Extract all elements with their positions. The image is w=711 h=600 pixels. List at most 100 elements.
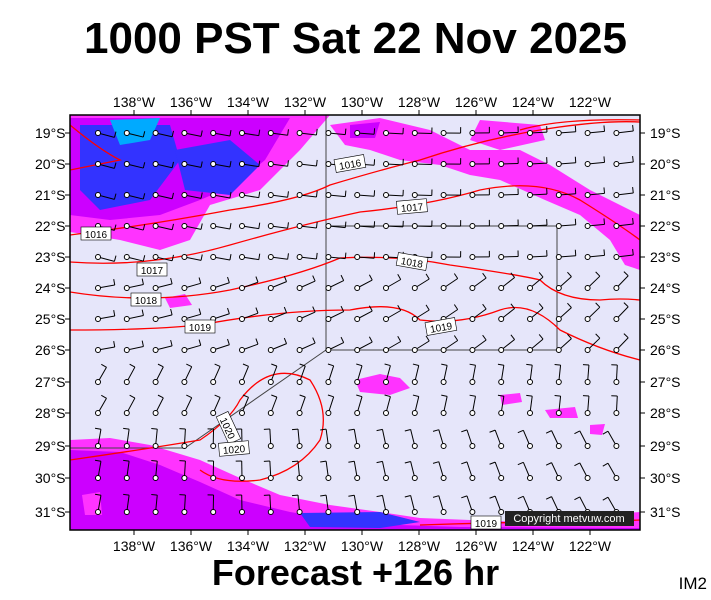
wind-barb [181, 277, 202, 291]
wind-barb [404, 429, 418, 449]
wind-barb [296, 275, 316, 291]
wind-barb [498, 303, 515, 322]
wind-barb [325, 221, 347, 229]
wind-barb [95, 254, 117, 262]
wind-barb [574, 462, 591, 481]
wind-barb [267, 275, 288, 291]
wind-barb [376, 460, 389, 481]
wind-barb [348, 460, 361, 481]
wind-barb [267, 306, 288, 322]
wind-barb [239, 191, 261, 199]
isobar-label: 1017 [141, 266, 164, 277]
lat-label-left: 23°S [35, 249, 66, 265]
lat-label-right: 31°S [650, 504, 681, 520]
wind-barb [123, 130, 146, 138]
wind-barb [383, 305, 402, 322]
wind-barb [181, 394, 193, 416]
wind-barb [267, 191, 289, 198]
wind-barb [527, 303, 544, 322]
wind-barb [152, 223, 174, 231]
wind-barb [291, 494, 303, 515]
wind-barb [94, 493, 102, 515]
wind-barb [489, 461, 505, 481]
lon-label-top: 130°W [341, 94, 384, 110]
lat-label-right: 23°S [650, 249, 681, 265]
wind-barb [574, 430, 591, 449]
wind-barb [555, 249, 577, 260]
wind-barb [296, 252, 318, 260]
wind-barb [527, 272, 544, 291]
lat-label-left: 21°S [35, 187, 66, 203]
lat-label-left: 20°S [35, 156, 66, 172]
wind-barb [383, 336, 402, 353]
wind-barb [383, 220, 404, 229]
wind-barb [210, 161, 232, 168]
wind-barb [411, 273, 430, 291]
wind-barb [489, 495, 505, 515]
wind-barb [497, 394, 505, 416]
wind-barb [555, 218, 577, 229]
wind-barb [296, 128, 318, 136]
wind-barb [152, 130, 174, 138]
forecast-label: Forecast +126 hr [211, 552, 500, 593]
wind-barb [123, 309, 144, 322]
wind-barb [527, 188, 548, 198]
wind-barb [527, 219, 548, 229]
wind-barb [517, 429, 533, 449]
wind-barb [123, 427, 130, 449]
wind-barb [555, 333, 572, 353]
wind-barb [383, 158, 404, 167]
precip-north-west-blue2 [175, 140, 260, 195]
lat-label-left: 28°S [35, 405, 66, 421]
wind-barb [517, 461, 533, 481]
lat-label-right: 30°S [650, 470, 681, 486]
wind-barb [527, 126, 548, 136]
wind-barb [489, 429, 505, 449]
wind-barb [181, 254, 203, 261]
lat-label-left: 25°S [35, 311, 66, 327]
wind-barb [296, 190, 318, 198]
wind-barb [613, 156, 634, 167]
wind-barb [239, 160, 261, 168]
wind-barb [527, 250, 548, 260]
wind-barb [94, 459, 102, 481]
wind-barb [440, 363, 448, 385]
wind-barb [210, 254, 232, 261]
lat-label-left: 30°S [35, 470, 66, 486]
wind-barb [210, 130, 232, 137]
wind-barb [291, 460, 303, 481]
wind-barb [235, 460, 245, 481]
wind-barb [95, 192, 117, 200]
wind-barb [611, 395, 620, 416]
wind-barb [469, 126, 490, 136]
wind-barb [498, 188, 519, 198]
page-title: 1000 PST Sat 22 Nov 2025 [84, 14, 627, 63]
wind-barb [602, 462, 620, 481]
wind-barb [440, 127, 462, 136]
lat-label-left: 31°S [35, 504, 66, 520]
wind-barb [461, 461, 476, 481]
wind-barb [123, 493, 130, 515]
wind-barb [354, 221, 376, 229]
lat-label-right: 27°S [650, 374, 681, 390]
wind-barb [354, 274, 373, 291]
wind-barb [584, 187, 606, 198]
wind-barb [613, 271, 629, 291]
copyright-box [505, 511, 634, 526]
wind-barb [376, 428, 389, 449]
wind-barb [95, 161, 117, 169]
wind-barb [383, 189, 404, 198]
lon-label-top: 132°W [284, 94, 327, 110]
wind-barb [527, 157, 548, 167]
wind-barb [152, 339, 173, 353]
wind-barb [263, 494, 274, 515]
wind-barb [207, 460, 217, 481]
wind-barb [383, 394, 391, 416]
wind-barb [123, 223, 146, 231]
lat-label-right: 24°S [650, 280, 681, 296]
wind-barb [469, 334, 487, 353]
precip-north-west-blue3 [110, 118, 160, 145]
wind-barb [584, 333, 601, 353]
wind-barb [555, 125, 577, 136]
wind-barb [411, 335, 430, 353]
